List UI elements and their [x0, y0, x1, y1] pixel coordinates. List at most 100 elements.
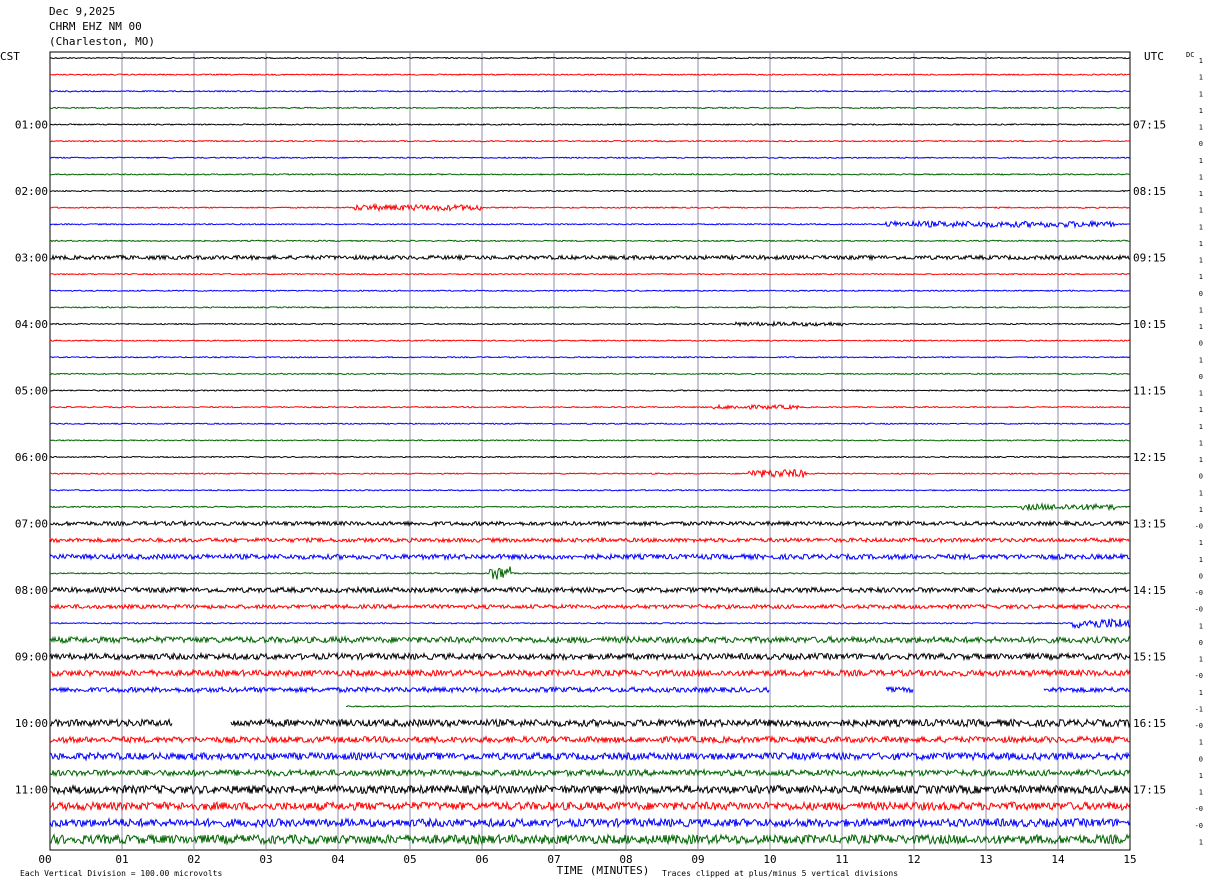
seismic-trace: [49, 783, 1131, 796]
dc-offset-value: 1: [1199, 772, 1203, 780]
x-tick-label: 03: [259, 853, 272, 866]
dc-offset-value: 1: [1199, 689, 1203, 697]
seismic-trace: [49, 455, 1131, 459]
dc-offset-value: 0: [1199, 755, 1203, 763]
left-timezone-label: CST: [0, 50, 20, 63]
seismic-trace: [49, 73, 1131, 76]
dc-offset-value: 1: [1199, 57, 1203, 65]
dc-offset-value: 1: [1199, 157, 1203, 165]
seismic-trace: [49, 552, 1130, 562]
seismic-trace: [49, 651, 1131, 662]
seismic-trace: [49, 339, 1131, 342]
x-tick-label: 05: [403, 853, 416, 866]
seismic-trace: [49, 566, 1131, 580]
axis-labels: CST UTC DC 01:00 02:00 03:00 04:00 05:00 06:00 07…: [0, 50, 1203, 878]
seismic-trace: [49, 800, 1131, 812]
dc-offset-value: -0: [1195, 523, 1203, 531]
station-location: (Charleston, MO): [49, 35, 155, 48]
seismic-trace: [49, 634, 1131, 645]
seismic-trace: [49, 202, 1131, 213]
seismic-trace: [49, 685, 1131, 695]
right-hour-label: 16:15: [1133, 717, 1166, 730]
dc-offset-value: 1: [1199, 240, 1203, 248]
dc-offset-value: 1: [1199, 423, 1203, 431]
seismic-trace: [49, 219, 1131, 229]
left-hour-label: 01:00: [15, 119, 48, 132]
x-tick-label: 14: [1051, 853, 1065, 866]
seismic-trace: [49, 389, 1131, 392]
dc-label: DC: [1186, 51, 1194, 59]
right-hour-label: 08:15: [1133, 185, 1166, 198]
x-tick-label: 01: [115, 853, 128, 866]
seismic-trace: [49, 320, 1131, 328]
seismic-trace: [49, 253, 1131, 262]
seismic-trace: [49, 717, 1131, 729]
right-hour-label: 11:15: [1133, 385, 1166, 398]
dc-offset-value: -1: [1195, 705, 1203, 713]
left-hour-label: 10:00: [15, 717, 48, 730]
dc-offset-value: 1: [1199, 622, 1203, 630]
dc-offset-value: 1: [1199, 306, 1203, 314]
dc-offset-value: 1: [1199, 90, 1203, 98]
seismic-trace: [49, 750, 1131, 762]
seismic-trace: [49, 668, 1131, 678]
seismic-trace: [49, 355, 1131, 359]
dc-offset-value: 1: [1199, 838, 1203, 846]
dc-offset-value: 1: [1199, 207, 1203, 215]
seismic-trace: [49, 422, 1131, 426]
seismic-trace: [49, 89, 1131, 93]
plot-frame: [49, 51, 1131, 851]
x-tick-label: 02: [187, 853, 200, 866]
seismic-trace: [49, 139, 1131, 143]
dc-offset-value: 0: [1199, 639, 1203, 647]
dc-offset-value: -0: [1195, 589, 1203, 597]
right-hour-label: 14:15: [1133, 584, 1166, 597]
seismic-trace: [49, 106, 1131, 110]
right-hour-label: 15:15: [1133, 651, 1166, 664]
seismic-trace: [49, 272, 1131, 276]
right-hour-label: 12:15: [1133, 451, 1166, 464]
x-tick-label: 07: [547, 853, 560, 866]
seismic-trace: [49, 488, 1131, 492]
dc-offset-value: 1: [1199, 74, 1203, 82]
right-hour-label: 10:15: [1133, 318, 1166, 331]
x-tick-label: 11: [835, 853, 848, 866]
right-timezone-label: UTC: [1144, 50, 1164, 63]
seismic-trace: [49, 306, 1131, 309]
x-tick-label: 10: [763, 853, 776, 866]
right-hour-label: 09:15: [1133, 252, 1166, 265]
seismic-trace: [49, 536, 1131, 544]
seismic-trace: [49, 189, 1130, 193]
station-code: CHRM EHZ NM 00: [49, 20, 142, 33]
seismic-trace: [49, 617, 1131, 630]
dc-offset-value: 0: [1199, 473, 1203, 481]
dc-offset-value: 1: [1199, 390, 1203, 398]
seismic-trace: [49, 372, 1131, 376]
x-tick-label: 09: [691, 853, 704, 866]
x-tick-label: 12: [907, 853, 920, 866]
dc-offset-value: 1: [1199, 273, 1203, 281]
dc-offset-value: -0: [1195, 606, 1203, 614]
dc-offset-value: 1: [1199, 456, 1203, 464]
dc-offset-value: 1: [1199, 223, 1203, 231]
left-hour-label: 09:00: [15, 651, 48, 664]
plot-grid: [49, 51, 1131, 851]
left-hour-label: 04:00: [15, 318, 48, 331]
left-hour-label: 08:00: [15, 584, 48, 597]
seismic-trace: [49, 519, 1131, 528]
dc-offset-value: -0: [1195, 805, 1203, 813]
dc-offset-value: 0: [1199, 290, 1203, 298]
seismic-trace: [49, 403, 1131, 411]
dc-offset-value: 1: [1199, 124, 1203, 132]
dc-offset-value: 1: [1199, 406, 1203, 414]
dc-offset-value: 1: [1199, 323, 1203, 331]
seismic-trace: [49, 585, 1131, 595]
seismic-trace: [49, 156, 1131, 160]
dc-offset-value: -0: [1195, 822, 1203, 830]
seismic-trace: [49, 439, 1131, 442]
left-hour-label: 07:00: [15, 518, 48, 531]
x-tick-label: 15: [1123, 853, 1136, 866]
seismic-trace: [49, 833, 1131, 846]
dc-offset-value: 0: [1199, 340, 1203, 348]
